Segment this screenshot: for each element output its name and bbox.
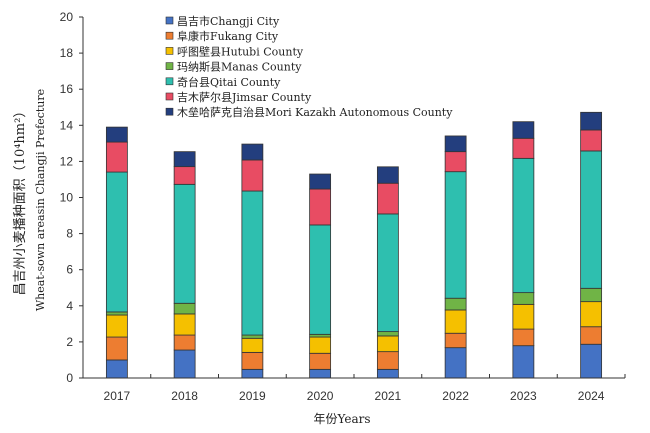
y-tick-label: 14 — [60, 118, 74, 132]
x-tick-label: 2022 — [442, 389, 469, 403]
bar-segment-2018-s5 — [173, 166, 196, 185]
bar-segment-2021-s2 — [376, 335, 399, 353]
bar-segment-2018-s3 — [173, 302, 196, 315]
bar-segment-2018-s2 — [173, 313, 196, 336]
bar-segment-2024-s2 — [580, 301, 603, 328]
bar-segment-2020-s2 — [309, 336, 332, 354]
y-ticks-group: 0 2 4 6 8 10 12 14 16 18 20 — [60, 10, 83, 385]
bar-segment-2017-s6 — [105, 126, 128, 143]
x-tick-label: 2020 — [307, 389, 334, 403]
bar-segment-2019-s1 — [241, 351, 264, 370]
bar-segment-2023-s1 — [512, 328, 535, 347]
legend-swatch — [165, 77, 174, 86]
y-tick-label: 2 — [66, 335, 73, 349]
bar-segment-2021-s1 — [376, 351, 399, 370]
bar-segment-2024-s5 — [580, 129, 603, 152]
bar-segment-2022-s3 — [444, 297, 467, 311]
bar-segment-2022-s0 — [444, 347, 467, 379]
bar-segment-2022-s5 — [444, 151, 467, 173]
legend-swatch — [165, 47, 174, 55]
x-ticks-group: 2017 2018 2019 2020 2021 2022 2023 2024 — [82, 374, 626, 403]
bar-segment-2020-s6 — [309, 173, 332, 190]
legend-swatch — [165, 92, 174, 101]
x-axis-title: 年份Years — [313, 412, 370, 426]
bar-segment-2018-s0 — [173, 349, 196, 379]
bar-segment-2017-s1 — [105, 336, 128, 361]
legend-swatch — [165, 31, 174, 40]
y-tick-label: 8 — [66, 227, 73, 241]
bar-segment-2018-s1 — [173, 334, 196, 351]
y-tick-label: 20 — [60, 10, 74, 24]
y-tick-label: 18 — [60, 46, 74, 60]
bar-segment-2019-s5 — [241, 159, 264, 192]
legend-label: 木垒哈萨克自治县Mori Kazakh Autonomous County — [177, 105, 453, 119]
bar-segment-2021-s3 — [376, 331, 399, 337]
legend-label: 奇台县Qitai County — [177, 75, 281, 89]
bar-segment-2022-s2 — [444, 309, 467, 334]
bar-segment-2020-s3 — [309, 333, 332, 338]
x-tick-label: 2019 — [239, 389, 266, 403]
x-tick-label: 2024 — [578, 389, 605, 403]
bar-segment-2020-s5 — [309, 188, 332, 226]
bar-segment-2024-s0 — [580, 343, 603, 379]
bar-segment-2021-s6 — [376, 166, 399, 184]
legend-swatch — [165, 62, 174, 70]
bar-segment-2019-s2 — [241, 337, 264, 353]
bar-segment-2017-s0 — [105, 359, 128, 379]
legend-label: 呼图壁县Hutubi County — [177, 44, 304, 58]
y-tick-label: 4 — [66, 299, 73, 313]
bar-segment-2024-s1 — [580, 326, 603, 345]
y-axis-title-cn: 昌吉州小麦播种面积（10⁴hm²） — [13, 105, 28, 296]
legend-label: 昌吉市Changji City — [177, 14, 280, 28]
bar-segment-2021-s5 — [376, 182, 399, 215]
legend-label: 阜康市Fukang City — [177, 29, 279, 43]
y-tick-label: 6 — [66, 263, 73, 277]
y-tick-label: 10 — [60, 191, 74, 205]
legend-label: 吉木萨尔县Jimsar County — [177, 91, 312, 104]
bar-segment-2017-s3 — [105, 311, 128, 316]
bar-segment-2019-s0 — [241, 368, 264, 379]
bar-segment-2024-s3 — [580, 287, 603, 303]
bar-segment-2019-s4 — [241, 190, 264, 336]
bar-segment-2024-s4 — [580, 150, 603, 289]
y-tick-label: 0 — [66, 371, 73, 385]
legend-label: 玛纳斯县Manas County — [177, 61, 302, 74]
bar-segment-2017-s5 — [105, 141, 128, 173]
x-tick-label: 2017 — [104, 389, 131, 403]
bar-segment-2017-s4 — [105, 171, 128, 313]
legend-swatch — [165, 16, 174, 25]
axes-group — [82, 17, 625, 379]
y-tick-label: 16 — [60, 82, 74, 96]
bars-group — [105, 111, 603, 379]
bar-segment-2022-s6 — [444, 135, 467, 153]
bar-segment-2023-s2 — [512, 303, 535, 330]
bar-segment-2021-s0 — [376, 368, 399, 379]
y-tick-label: 12 — [60, 154, 74, 168]
bar-segment-2021-s4 — [376, 213, 399, 333]
bar-segment-2023-s3 — [512, 292, 535, 305]
x-tick-label: 2021 — [375, 389, 402, 403]
bar-segment-2020-s4 — [309, 224, 332, 335]
bar-segment-2020-s1 — [309, 352, 332, 370]
x-tick-label: 2018 — [171, 389, 198, 403]
bar-segment-2023-s4 — [512, 157, 535, 294]
bar-segment-2019-s3 — [241, 334, 264, 339]
legend-swatch — [165, 107, 174, 116]
y-axis-title-en: Wheat-sown areasin Changji Prefecture — [34, 89, 47, 311]
bar-segment-2024-s6 — [580, 111, 603, 131]
bar-segment-2018-s6 — [173, 151, 196, 168]
bar-segment-2022-s1 — [444, 332, 467, 349]
bar-segment-2019-s6 — [241, 143, 264, 161]
x-tick-label: 2023 — [510, 389, 537, 403]
bar-segment-2023-s6 — [512, 121, 535, 139]
bar-segment-2018-s4 — [173, 183, 196, 304]
bar-segment-2023-s0 — [512, 345, 535, 379]
bar-segment-2023-s5 — [512, 137, 535, 159]
bar-segment-2020-s0 — [309, 368, 332, 379]
bar-segment-2017-s2 — [105, 314, 128, 338]
bar-segment-2022-s4 — [444, 171, 467, 299]
